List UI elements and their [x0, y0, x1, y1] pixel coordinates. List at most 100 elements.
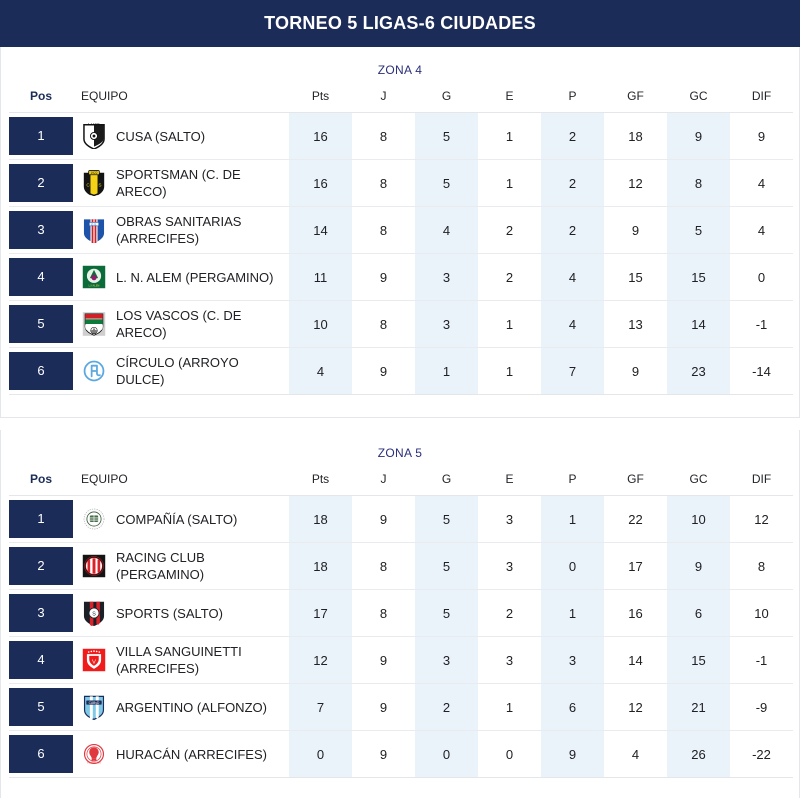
standings-container: ZONA 4 Pos EQUIPO Pts J G E P GF GC DIF 1 CUSA (SALT…: [0, 47, 800, 798]
column-header-gf[interactable]: GF: [604, 83, 667, 113]
column-header-gf[interactable]: GF: [604, 466, 667, 496]
column-header-team[interactable]: EQUIPO: [73, 466, 289, 496]
position-cell: 3: [9, 590, 73, 637]
stat-cell-gf: 22: [628, 511, 643, 527]
team-cell[interactable]: L. N. ALEM (PERGAMINO): [73, 254, 289, 301]
position-cell: 6: [9, 731, 73, 778]
stat-cell-gf: 12: [628, 175, 643, 191]
column-header-j[interactable]: J: [352, 83, 415, 113]
table-row[interactable]: 3 SPORTS (SALTO) 17 8 5 2 1 16 6 10: [9, 589, 793, 637]
column-header-e[interactable]: E: [478, 466, 541, 496]
position-badge: 4: [9, 258, 73, 296]
stat-cell-p: 2: [541, 206, 604, 254]
stat-cell-dif: 12: [754, 511, 769, 527]
table-row[interactable]: 2 SPORTSMAN (C. DE ARECO) 16 8 5 1 2 12 8 4: [9, 159, 793, 207]
position-badge: 6: [9, 352, 73, 390]
stat-cell-p: 4: [541, 253, 604, 301]
stat-cell-dif: -22: [752, 746, 771, 762]
team-name: OBRAS SANITARIAS (ARRECIFES): [116, 214, 242, 246]
stat-cell-gc: 21: [667, 683, 730, 731]
team-cell[interactable]: CÍRCULO (ARROYO DULCE): [73, 348, 289, 395]
team-name: L. N. ALEM (PERGAMINO): [116, 269, 274, 285]
column-header-e[interactable]: E: [478, 83, 541, 113]
stat-cell-p: 6: [541, 683, 604, 731]
team-cell[interactable]: SPORTS (SALTO): [73, 590, 289, 637]
stat-cell-gf: 18: [628, 128, 643, 144]
stat-cell-pts: 18: [289, 495, 352, 543]
stat-cell-pts: 14: [289, 206, 352, 254]
stat-cell-gf: 16: [628, 605, 643, 621]
table-row[interactable]: 3 OBRAS SANITARIAS (ARRECIFES) 14 8 4 2 2 9 5 4: [9, 206, 793, 254]
column-header-pos[interactable]: Pos: [9, 83, 73, 113]
stat-cell-gc: 10: [667, 495, 730, 543]
team-cell[interactable]: ARGENTINO (ALFONZO): [73, 684, 289, 731]
stat-cell-e: 3: [505, 511, 514, 527]
team-name: CÍRCULO (ARROYO DULCE): [116, 355, 239, 387]
position-cell: 1: [9, 496, 73, 543]
team-cell[interactable]: COMPAÑÍA (SALTO): [73, 496, 289, 543]
team-name: COMPAÑÍA (SALTO): [116, 511, 238, 527]
table-row[interactable]: 2 RACING CLUB (PERGAMINO) 18 8 5 3 0 17 9 8: [9, 542, 793, 590]
table-row[interactable]: 1 CUSA (SALTO) 16 8 5 1 2 18 9 9: [9, 112, 793, 160]
table-row[interactable]: 4 VILLA SANGUINETTI (ARRECIFES) 12 9 3 3 3 14 15…: [9, 636, 793, 684]
column-header-dif[interactable]: DIF: [730, 83, 793, 113]
alem-crest: [81, 264, 107, 290]
team-cell[interactable]: OBRAS SANITARIAS (ARRECIFES): [73, 207, 289, 254]
table-row[interactable]: 6 HURACÁN (ARRECIFES) 0 9 0 0 9 4 26 -22: [9, 730, 793, 778]
stat-cell-j: 9: [379, 746, 388, 762]
team-cell[interactable]: RACING CLUB (PERGAMINO): [73, 543, 289, 590]
column-header-team[interactable]: EQUIPO: [73, 83, 289, 113]
table-row[interactable]: 5 LOS VASCOS (C. DE ARECO) 10 8 3 1 4 13 14 -1: [9, 300, 793, 348]
stat-cell-p: 0: [541, 542, 604, 590]
stat-cell-pts: 12: [289, 636, 352, 684]
zone-title: ZONA 4: [377, 63, 423, 77]
column-header-gc[interactable]: GC: [667, 83, 730, 113]
column-header-gc[interactable]: GC: [667, 466, 730, 496]
team-cell[interactable]: SPORTSMAN (C. DE ARECO): [73, 160, 289, 207]
position-cell: 2: [9, 543, 73, 590]
column-header-dif[interactable]: DIF: [730, 466, 793, 496]
zone-title: ZONA 5: [377, 446, 423, 460]
team-cell[interactable]: HURACÁN (ARRECIFES): [73, 731, 289, 778]
stat-cell-j: 8: [379, 222, 388, 238]
column-header-pos[interactable]: Pos: [9, 466, 73, 496]
position-cell: 4: [9, 637, 73, 684]
table-row[interactable]: 1 COMPAÑÍA (SALTO) 18 9 5 3 1 22 10 12: [9, 495, 793, 543]
circulo-crest: [81, 358, 107, 384]
table-row[interactable]: 5 ARGENTINO (ALFONZO) 7 9 2 1 6 12 21 -9: [9, 683, 793, 731]
stat-cell-e: 1: [505, 699, 514, 715]
table-header-row: Pos EQUIPO Pts J G E P GF GC DIF: [9, 83, 793, 113]
stat-cell-dif: 9: [757, 128, 766, 144]
stat-cell-gf: 14: [628, 652, 643, 668]
stat-cell-j: 8: [379, 128, 388, 144]
vascos-crest: [81, 311, 107, 337]
column-header-p[interactable]: P: [541, 83, 604, 113]
team-name: VILLA SANGUINETTI (ARRECIFES): [116, 644, 242, 676]
stat-cell-pts: 11: [289, 253, 352, 301]
stat-cell-j: 8: [379, 316, 388, 332]
team-cell[interactable]: CUSA (SALTO): [73, 113, 289, 160]
stat-cell-p: 1: [541, 589, 604, 637]
team-cell[interactable]: VILLA SANGUINETTI (ARRECIFES): [73, 637, 289, 684]
stat-cell-gf: 13: [628, 316, 643, 332]
column-header-pts[interactable]: Pts: [289, 466, 352, 496]
column-header-j[interactable]: J: [352, 466, 415, 496]
racing-crest: [81, 553, 107, 579]
stat-cell-e: 2: [505, 269, 514, 285]
stat-cell-gf: 4: [631, 746, 640, 762]
team-cell[interactable]: LOS VASCOS (C. DE ARECO): [73, 301, 289, 348]
stat-cell-dif: -1: [755, 316, 768, 332]
stat-cell-p: 3: [541, 636, 604, 684]
stat-cell-e: 0: [505, 746, 514, 762]
column-header-g[interactable]: G: [415, 83, 478, 113]
stat-cell-g: 5: [415, 495, 478, 543]
column-header-g[interactable]: G: [415, 466, 478, 496]
column-header-pts[interactable]: Pts: [289, 83, 352, 113]
table-row[interactable]: 4 L. N. ALEM (PERGAMINO) 11 9 3 2 4 15 15 0: [9, 253, 793, 301]
team-name: HURACÁN (ARRECIFES): [116, 746, 267, 762]
stat-cell-dif: -1: [755, 652, 768, 668]
column-header-p[interactable]: P: [541, 466, 604, 496]
stat-cell-g: 5: [415, 159, 478, 207]
team-name: LOS VASCOS (C. DE ARECO): [116, 308, 242, 340]
table-row[interactable]: 6 CÍRCULO (ARROYO DULCE) 4 9 1 1 7 9 23 -14: [9, 347, 793, 395]
